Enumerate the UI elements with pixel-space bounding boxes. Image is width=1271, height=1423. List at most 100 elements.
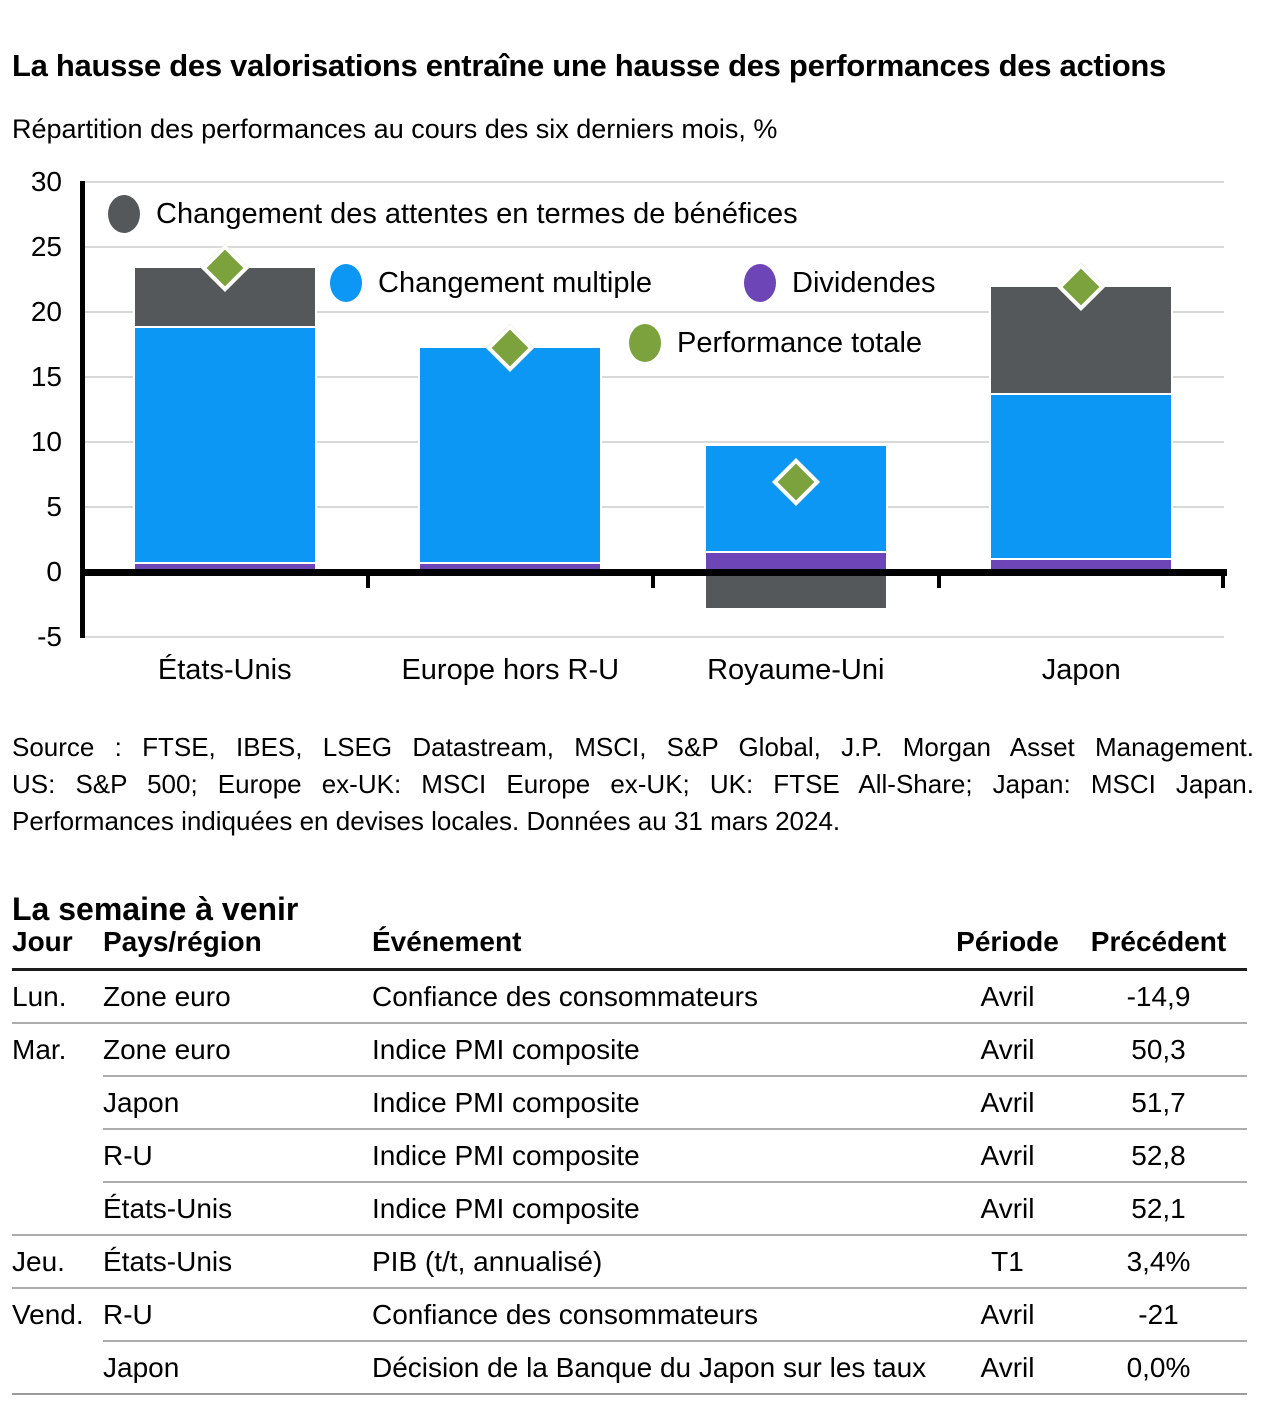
- bar-segment-Royaume-Uni: [703, 549, 888, 574]
- x-axis-tick: [1221, 569, 1225, 588]
- y-tick-label: 0: [46, 556, 62, 587]
- cell-region: R-U: [103, 1128, 372, 1182]
- bar-segment-Europe hors R-U: [418, 346, 603, 564]
- source-line: Performances indiquées en devises locale…: [12, 806, 841, 836]
- cell-period: T1: [945, 1234, 1070, 1288]
- legend-label: Changement multiple: [378, 266, 653, 299]
- cell-previous: 52,1: [1070, 1181, 1247, 1235]
- legend-label: Dividendes: [792, 266, 936, 299]
- column-header-day: Jour: [12, 920, 103, 971]
- x-axis-tick: [936, 572, 941, 588]
- cell-event: Confiance des consommateurs: [372, 1287, 945, 1341]
- gridline: [85, 636, 1224, 638]
- cell-event: Indice PMI composite: [372, 1022, 945, 1076]
- cell-period: Avril: [945, 1128, 1070, 1182]
- cell-region: États-Unis: [103, 1234, 372, 1288]
- cell-previous: 3,4%: [1070, 1234, 1247, 1288]
- table-row: Vend. R-U Confiance des consommateurs Av…: [12, 1287, 1247, 1341]
- cell-day: Mar.: [12, 1022, 103, 1076]
- y-tick-label: 5: [46, 491, 62, 522]
- x-category-label: Europe hors R-U: [401, 654, 620, 686]
- cell-previous: 50,3: [1070, 1022, 1247, 1076]
- gridline: [85, 441, 1224, 443]
- legend-label: Performance totale: [677, 326, 923, 359]
- bar-segment-Japon: [989, 390, 1174, 560]
- table-row: R-U Indice PMI composite Avril 52,8: [12, 1128, 1247, 1182]
- gridline: [85, 506, 1224, 508]
- table-row: Japon Décision de la Banque du Japon sur…: [12, 1340, 1247, 1395]
- cell-region: Japon: [103, 1075, 372, 1129]
- cell-region: R-U: [103, 1287, 372, 1341]
- cell-period: Avril: [945, 1075, 1070, 1129]
- dividends-legend-marker-icon: [744, 264, 776, 302]
- cell-day: Jeu.: [12, 1234, 103, 1288]
- cell-region: Zone euro: [103, 981, 231, 1012]
- cell-period: Avril: [945, 1181, 1070, 1235]
- table-row: Jeu. États-Unis PIB (t/t, annualisé) T1 …: [12, 1234, 1247, 1288]
- gridline: [85, 311, 1224, 313]
- cell-period: Avril: [980, 981, 1035, 1012]
- source-line: US: S&P 500; Europe ex-UK: MSCI Europe e…: [12, 769, 1254, 799]
- legend-label: Changement des attentes en termes de bén…: [156, 197, 798, 230]
- table-row: États-Unis Indice PMI composite Avril 52…: [12, 1181, 1247, 1235]
- y-tick-label: -5: [37, 621, 62, 652]
- gridline: [85, 246, 1224, 248]
- source-line: Source : FTSE, IBES, LSEG Datastream, MS…: [12, 732, 1254, 762]
- cell-day: Lun.: [12, 981, 67, 1012]
- cell-previous: -14,9: [1126, 981, 1191, 1012]
- column-header-event: Événement: [372, 920, 945, 971]
- y-tick-label: 25: [30, 231, 62, 262]
- week-ahead-table: Jour Pays/région Événement Période Précé…: [12, 920, 1247, 1395]
- page-title: La hausse des valorisations entraîne une…: [12, 47, 1166, 83]
- legend-item-total: Performance totale: [629, 324, 922, 362]
- cell-day: [12, 1341, 103, 1395]
- cell-previous: 51,7: [1070, 1075, 1247, 1129]
- cell-region: États-Unis: [103, 1181, 372, 1235]
- cell-event: Indice PMI composite: [372, 1181, 945, 1235]
- legend-item-earnings: Changement des attentes en termes de bén…: [108, 195, 798, 233]
- x-axis-tick: [651, 572, 655, 588]
- cell-region: Zone euro: [103, 1022, 372, 1076]
- y-tick-label: 20: [30, 296, 62, 327]
- cell-event: PIB (t/t, annualisé): [372, 1234, 945, 1288]
- legend-item-dividends: Dividendes: [744, 264, 935, 302]
- multiple-legend-marker-icon: [330, 264, 362, 302]
- bar-segment-États-Unis: [132, 324, 317, 564]
- cell-previous: 0,0%: [1070, 1340, 1247, 1395]
- cell-previous: 52,8: [1070, 1128, 1247, 1182]
- cell-period: Avril: [945, 1287, 1070, 1341]
- gridline: [85, 181, 1224, 183]
- cell-day: [12, 1182, 103, 1235]
- table-row: Lun. Zone euro Confiance des consommateu…: [12, 970, 1247, 1024]
- cell-event: Indice PMI composite: [372, 1075, 945, 1129]
- x-axis-tick: [365, 572, 370, 588]
- page-subtitle: Répartition des performances au cours de…: [12, 114, 778, 144]
- cell-event: Décision de la Banque du Japon sur les t…: [372, 1340, 945, 1395]
- table-row: Mar. Zone euro Indice PMI composite Avri…: [12, 1022, 1247, 1076]
- x-category-label: Royaume-Uni: [707, 654, 885, 686]
- legend-item-multiple: Changement multiple: [330, 264, 652, 302]
- y-tick-label: 30: [30, 166, 62, 197]
- bar-segment-Japon: [989, 555, 1174, 575]
- y-tick-label: 10: [30, 426, 62, 457]
- column-header-previous: Précédent: [1070, 920, 1247, 971]
- y-tick-label: 15: [30, 361, 62, 392]
- source-note: Source : FTSE, IBES, LSEG Datastream, MS…: [12, 729, 1254, 840]
- cell-event: Confiance des consommateurs: [372, 981, 758, 1012]
- column-header-period: Période: [945, 920, 1070, 971]
- cell-event: Indice PMI composite: [372, 1128, 945, 1182]
- earnings-legend-marker-icon: [108, 195, 140, 233]
- cell-period: Avril: [945, 1340, 1070, 1395]
- cell-day: [12, 1129, 103, 1182]
- bar-segment-Europe hors R-U: [418, 559, 603, 575]
- x-category-label: États-Unis: [157, 654, 292, 686]
- table-row: Japon Indice PMI composite Avril 51,7: [12, 1075, 1247, 1129]
- bar-segment-Royaume-Uni: [703, 569, 888, 611]
- column-header-region: Pays/région: [103, 920, 372, 971]
- total-legend-marker-icon: [629, 324, 661, 362]
- cell-day: Vend.: [12, 1287, 103, 1341]
- y-axis-line: [80, 181, 85, 638]
- cell-day: [12, 1076, 103, 1129]
- bar-segment-États-Unis: [132, 559, 317, 575]
